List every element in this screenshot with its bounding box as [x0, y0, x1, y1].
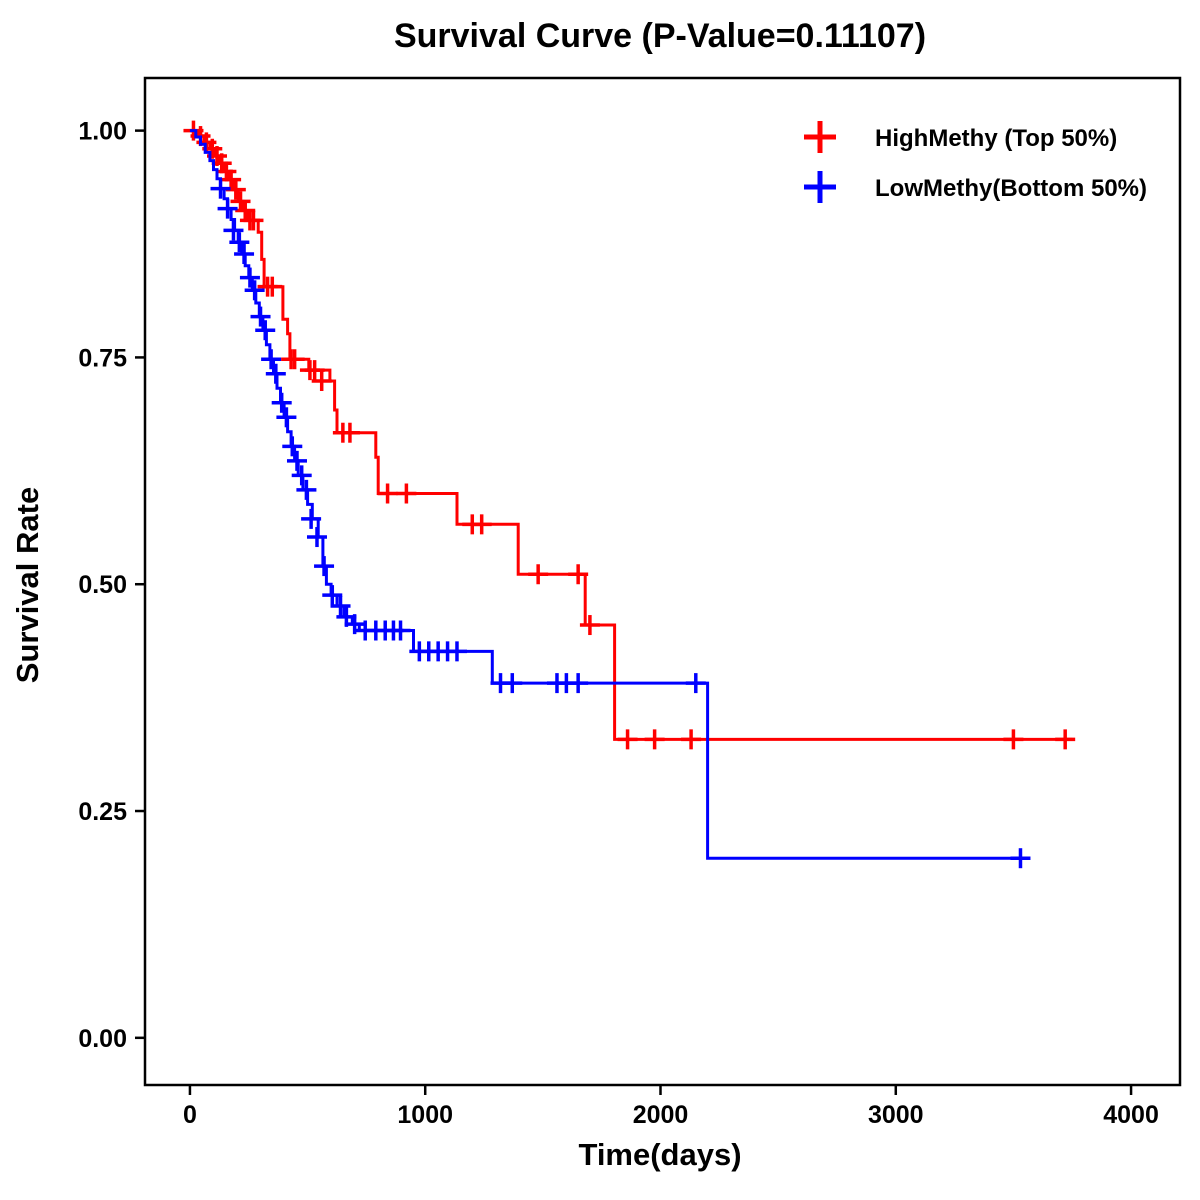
y-tick-label: 0.25: [78, 798, 127, 826]
y-tick-label: 1.00: [78, 118, 127, 146]
plot-layer: 0 1000 2000 3000 4000 0.00 0.25 0.50 0.75 1.00 Hig…: [78, 76, 1182, 1129]
legend-label: LowMethy(Bottom 50%): [875, 175, 1147, 202]
y-tick-label: 0.75: [78, 344, 127, 372]
x-tick-label: 1000: [397, 1101, 453, 1129]
series-line-1: [189, 129, 1028, 860]
plot-border: [143, 76, 1182, 1087]
y-tick-label: 0.00: [78, 1025, 127, 1053]
x-axis-label: Time(days): [578, 1137, 741, 1172]
chart-title: Survival Curve (P-Value=0.11107): [394, 17, 926, 55]
legend-label: HighMethy (Top 50%): [875, 125, 1117, 152]
y-tick-label: 0.50: [78, 571, 127, 599]
x-tick-label: 3000: [868, 1101, 924, 1129]
x-tick-label: 4000: [1103, 1101, 1159, 1129]
x-tick-label: 0: [183, 1101, 197, 1129]
series-line-0: [189, 129, 1073, 741]
y-axis-label: Survival Rate: [10, 487, 45, 683]
x-tick-label: 2000: [633, 1101, 689, 1129]
